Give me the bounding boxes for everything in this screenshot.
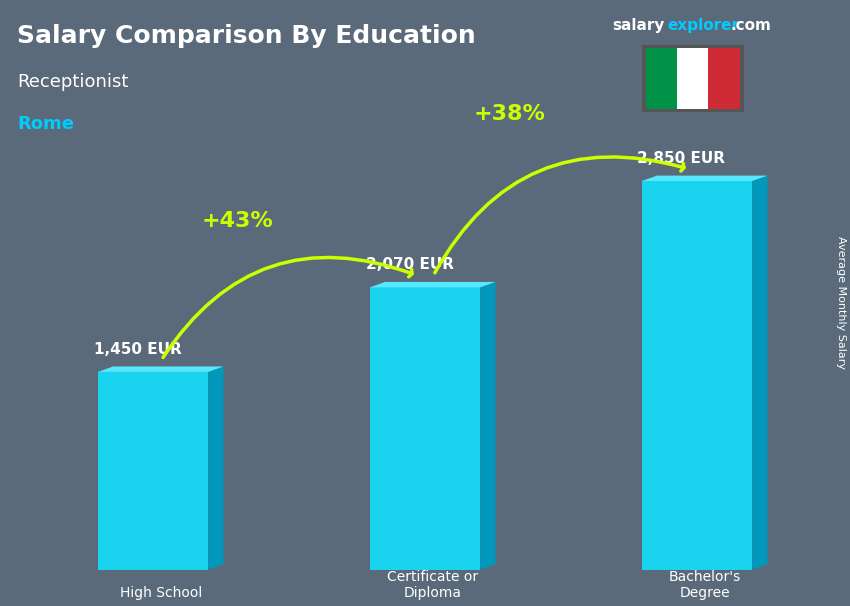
- Text: .com: .com: [731, 18, 772, 33]
- Polygon shape: [480, 282, 496, 570]
- Text: Rome: Rome: [17, 115, 74, 133]
- Polygon shape: [642, 176, 768, 181]
- Text: +38%: +38%: [474, 104, 546, 124]
- Polygon shape: [752, 176, 768, 570]
- Polygon shape: [98, 367, 224, 372]
- Text: Bachelor's
Degree: Bachelor's Degree: [668, 570, 740, 600]
- Bar: [677, 48, 708, 109]
- Text: salary: salary: [612, 18, 665, 33]
- Text: High School: High School: [120, 586, 201, 600]
- Polygon shape: [642, 181, 752, 570]
- Text: +43%: +43%: [202, 211, 274, 231]
- Polygon shape: [370, 287, 480, 570]
- Text: Average Monthly Salary: Average Monthly Salary: [836, 236, 846, 370]
- Text: Receptionist: Receptionist: [17, 73, 128, 91]
- Text: explorer: explorer: [667, 18, 740, 33]
- Text: Certificate or
Diploma: Certificate or Diploma: [387, 570, 479, 600]
- Polygon shape: [98, 372, 208, 570]
- Text: 1,450 EUR: 1,450 EUR: [94, 342, 181, 357]
- Text: 2,850 EUR: 2,850 EUR: [638, 151, 726, 166]
- Text: Salary Comparison By Education: Salary Comparison By Education: [17, 24, 476, 48]
- Bar: [708, 48, 740, 109]
- Bar: [642, 45, 744, 112]
- Polygon shape: [208, 367, 224, 570]
- Text: 2,070 EUR: 2,070 EUR: [366, 257, 454, 272]
- Polygon shape: [370, 282, 496, 287]
- Bar: [646, 48, 677, 109]
